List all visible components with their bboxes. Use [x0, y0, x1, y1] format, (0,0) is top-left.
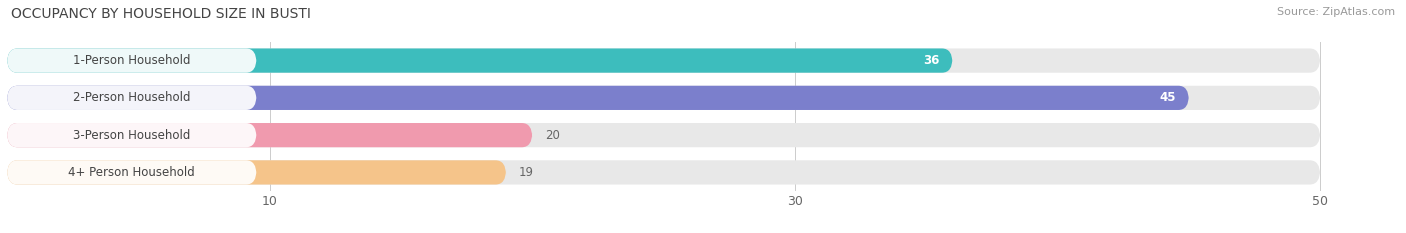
Text: 2-Person Household: 2-Person Household	[73, 91, 191, 104]
Text: Source: ZipAtlas.com: Source: ZipAtlas.com	[1277, 7, 1395, 17]
FancyBboxPatch shape	[7, 123, 1320, 147]
FancyBboxPatch shape	[7, 160, 256, 185]
FancyBboxPatch shape	[7, 160, 1320, 185]
Text: 4+ Person Household: 4+ Person Household	[69, 166, 195, 179]
FancyBboxPatch shape	[7, 48, 952, 73]
Text: OCCUPANCY BY HOUSEHOLD SIZE IN BUSTI: OCCUPANCY BY HOUSEHOLD SIZE IN BUSTI	[11, 7, 311, 21]
FancyBboxPatch shape	[7, 86, 256, 110]
FancyBboxPatch shape	[7, 48, 256, 73]
Text: 19: 19	[519, 166, 534, 179]
Text: 1-Person Household: 1-Person Household	[73, 54, 191, 67]
Text: 36: 36	[922, 54, 939, 67]
FancyBboxPatch shape	[7, 48, 1320, 73]
Text: 20: 20	[546, 129, 561, 142]
FancyBboxPatch shape	[7, 123, 256, 147]
FancyBboxPatch shape	[7, 160, 506, 185]
Text: 3-Person Household: 3-Person Household	[73, 129, 190, 142]
FancyBboxPatch shape	[7, 86, 1320, 110]
Text: 45: 45	[1159, 91, 1175, 104]
FancyBboxPatch shape	[7, 123, 533, 147]
FancyBboxPatch shape	[7, 86, 1189, 110]
